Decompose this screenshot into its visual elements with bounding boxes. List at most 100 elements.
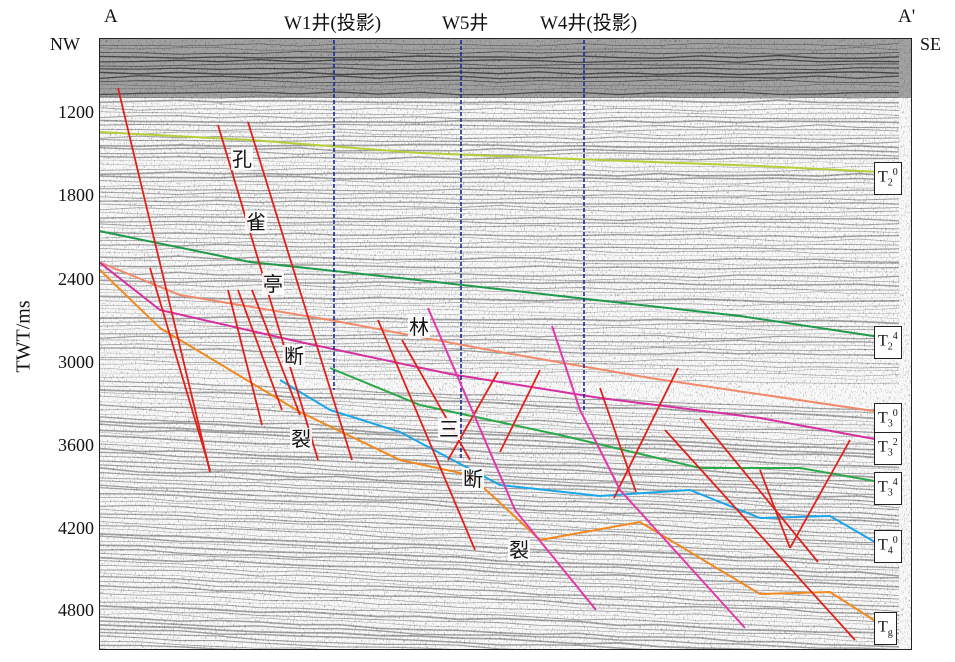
horizon-line xyxy=(99,261,881,441)
reflector-line xyxy=(99,635,479,650)
fault-name-char: 三 xyxy=(438,417,460,441)
fault-line xyxy=(117,87,211,473)
reflector-line xyxy=(99,79,900,84)
reflector-line xyxy=(99,138,900,145)
reflector-line xyxy=(99,356,900,365)
reflector-line xyxy=(99,263,900,270)
reflector-line xyxy=(99,443,900,475)
fault-name-char: 裂 xyxy=(508,538,530,562)
horizon-label-t2-4: T24 xyxy=(874,326,902,359)
reflector-line xyxy=(99,335,900,345)
reflector-line xyxy=(99,292,900,299)
y-tick-label: 4200 xyxy=(58,518,94,538)
reflector-line xyxy=(99,359,900,369)
reflector-line xyxy=(99,560,900,590)
fault-line xyxy=(247,121,353,461)
reflector-line xyxy=(99,480,900,511)
well-label-w1: W1井(投影) xyxy=(284,13,382,34)
reflector-line xyxy=(99,593,900,624)
fault-name-char: 断 xyxy=(283,344,305,368)
reflector-line xyxy=(99,339,900,348)
fault-line xyxy=(149,267,211,471)
reflector-line xyxy=(99,580,900,612)
horizon-line xyxy=(99,230,881,338)
reflector-line xyxy=(99,103,900,108)
fault-line-magenta xyxy=(427,307,597,611)
reflector-line xyxy=(99,300,900,307)
fault-line xyxy=(599,387,637,493)
reflector-line xyxy=(99,95,900,100)
reflector-line xyxy=(99,429,900,461)
reflector-line xyxy=(99,423,900,457)
reflector-line xyxy=(99,401,900,432)
reflector-line xyxy=(99,431,900,464)
reflector-line xyxy=(99,283,900,291)
reflector-line xyxy=(99,408,900,438)
fault-line-magenta xyxy=(551,325,746,629)
reflector-line xyxy=(99,389,900,421)
reflector-line xyxy=(99,497,900,527)
reflector-line xyxy=(99,231,900,239)
reflector-line xyxy=(99,211,900,218)
reflector-line xyxy=(99,608,900,641)
reflector-line xyxy=(99,467,900,501)
reflector-line xyxy=(99,67,900,71)
fault-name-char: 孔 xyxy=(231,147,253,171)
horizon-label-t3-4: T34 xyxy=(874,472,902,505)
reflector-line xyxy=(99,203,900,209)
fault-line xyxy=(759,469,791,549)
fault-line xyxy=(613,367,679,499)
reflector-line xyxy=(99,271,900,279)
reflector-line xyxy=(99,315,900,325)
reflector-line xyxy=(99,363,900,372)
fault-name-char: 裂 xyxy=(290,427,312,451)
reflector-line xyxy=(99,199,900,206)
y-tick-label: 3000 xyxy=(58,352,94,372)
reflector-line xyxy=(99,392,900,424)
horizon-line xyxy=(329,367,881,483)
reflector-line xyxy=(99,343,900,352)
reflector-line xyxy=(99,533,900,563)
reflector-line xyxy=(99,288,900,295)
reflector-line xyxy=(99,175,900,181)
reflector-line xyxy=(99,123,900,129)
reflector-line xyxy=(99,184,900,189)
direction-se: SE xyxy=(920,34,942,54)
reflector-line xyxy=(99,207,900,214)
well-lines xyxy=(333,40,585,460)
reflector-line xyxy=(99,500,900,531)
fault-line xyxy=(699,417,819,563)
reflector-line xyxy=(99,631,589,650)
reflector-line xyxy=(99,486,900,521)
reflector-line xyxy=(99,131,900,136)
reflector-line xyxy=(99,535,900,569)
reflector-line xyxy=(99,220,900,226)
reflector-line xyxy=(99,628,712,650)
y-tick-label: 3600 xyxy=(58,435,94,455)
horizon-label-t3-2: T32 xyxy=(874,432,902,465)
fault-line xyxy=(499,369,541,453)
fault-line xyxy=(377,319,476,551)
reflector-line xyxy=(99,597,900,628)
reflector-line xyxy=(99,328,900,336)
reflector-line xyxy=(99,414,900,443)
reflector-line xyxy=(99,71,900,76)
reflector-line xyxy=(99,640,336,650)
reflector-line xyxy=(99,525,900,556)
reflector-line xyxy=(99,395,900,426)
fault-name-char: 雀 xyxy=(245,210,267,234)
reflector-line xyxy=(99,91,899,96)
y-tick-label: 1200 xyxy=(58,102,94,122)
reflector-line xyxy=(99,311,900,320)
horizon-label-tg: Tg xyxy=(874,612,897,645)
reflector-line xyxy=(99,352,900,360)
reflector-line xyxy=(99,588,900,620)
fault-line xyxy=(237,289,283,411)
reflector-line xyxy=(99,544,900,577)
fault-line xyxy=(789,439,851,549)
reflector-line xyxy=(99,447,900,480)
reflector-line xyxy=(99,215,900,222)
seismic-background xyxy=(99,38,912,650)
reflector-line xyxy=(99,513,900,544)
reflector-line xyxy=(99,111,900,116)
